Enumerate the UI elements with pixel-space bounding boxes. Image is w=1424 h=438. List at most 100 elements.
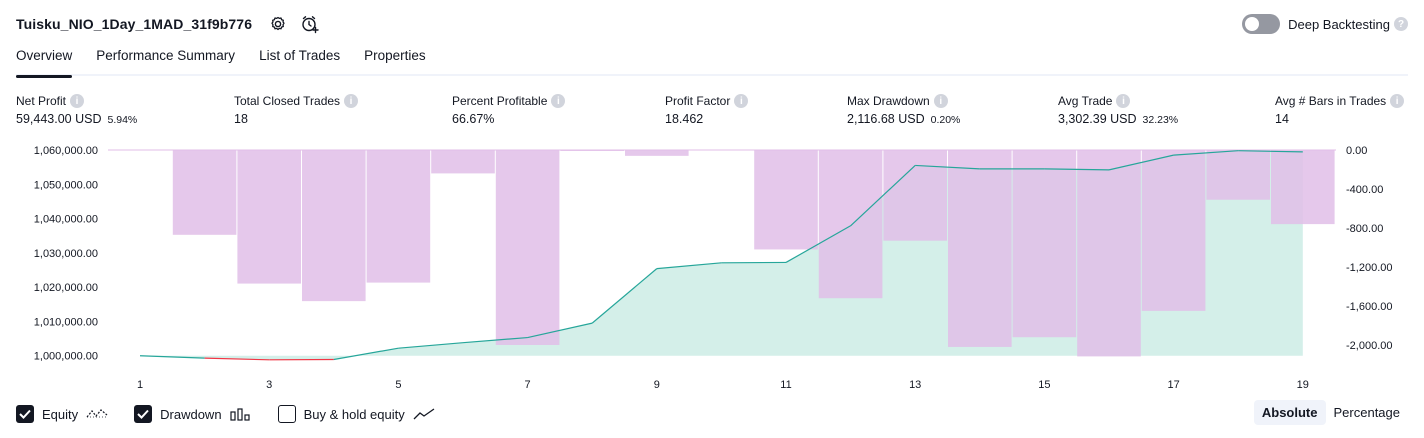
equity-drawdown-chart[interactable]: 1,060,000.00 1,050,000.00 1,040,000.00 1,03… [0,138,1424,394]
stat-value: 18 [234,112,248,126]
x-axis-tick-label: 11 [780,379,791,391]
x-axis-tick-label: 19 [1297,379,1309,391]
left-axis-tick-label: 1,030,000.00 [34,248,98,260]
gear-icon[interactable] [268,14,288,34]
buy-hold-line-icon [413,407,435,421]
tab-bar: Overview Performance Summary List of Tra… [16,44,1408,78]
checkbox-unchecked-icon[interactable] [277,405,296,423]
equity-line-icon [86,407,108,421]
stat-label: Avg Trade [1058,94,1113,108]
x-axis-tick-label: 15 [1038,379,1050,391]
x-axis-tick-label: 13 [909,379,921,391]
right-axis-tick-label: 0.00 [1346,145,1367,157]
equity-line-segment [1238,150,1303,153]
drawdown-bar [883,150,947,241]
drawdown-bar [754,150,818,250]
left-axis-tick-label: 1,050,000.00 [34,179,98,191]
stat-label: Total Closed Trades [234,94,341,108]
info-icon[interactable]: i [344,94,359,108]
drawdown-bar [172,150,237,235]
absolute-button[interactable]: Absolute [1253,400,1326,425]
legend-item-drawdown[interactable]: Drawdown [134,405,251,423]
equity-line-segment [398,342,464,349]
drawdown-bar [948,150,1012,347]
stat-value: 14 [1275,112,1289,126]
info-icon[interactable]: i [1116,94,1131,108]
equity-line-segment [1108,154,1174,171]
left-axis-tick-label: 1,010,000.00 [34,316,98,328]
stat-value: 3,302.39 USD [1058,112,1137,126]
drawdown-bar [237,150,301,284]
stats-row: Net Profit i 59,443.00 USD 5.94% Total Clo… [0,92,1424,132]
info-icon[interactable]: i [734,94,749,108]
tab-performance-summary[interactable]: Performance Summary [96,48,236,63]
drawdown-bar [366,150,431,283]
right-axis-tick-label: -1,200.00 [1346,262,1392,274]
drawdown-bar [1141,150,1206,311]
drawdown-bar [1206,150,1270,200]
stat-net-profit: Net Profit i 59,443.00 USD 5.94% [16,92,137,126]
drawdown-bar [1012,150,1077,338]
equity-line-segment [591,268,658,324]
info-icon[interactable]: i [551,94,566,108]
toggle-knob [1245,17,1260,31]
stat-profit-factor: Profit Factor i 18.462 [665,92,749,126]
alarm-clock-plus-icon[interactable] [300,14,320,34]
legend-item-equity[interactable]: Equity [16,405,108,423]
stat-label: Net Profit [16,94,67,108]
drawdown-bar [302,150,366,302]
equity-line-segment [850,164,916,227]
stat-label: Profit Factor [665,94,731,108]
legend-label: Equity [42,406,79,422]
equity-line-segment [1044,168,1110,171]
checkbox-checked-icon[interactable] [134,405,153,423]
info-icon[interactable]: i [1390,94,1405,108]
help-icon[interactable]: ? [1394,17,1408,31]
stat-value: 59,443.00 USD [16,112,102,126]
tab-overview[interactable]: Overview [16,44,73,78]
stat-percent: 0.20% [930,114,961,126]
x-axis-tick-label: 7 [525,379,531,391]
drawdown-bar [818,150,883,299]
drawdown-bars-icon [229,407,252,421]
stat-percent: 5.94% [107,114,138,126]
legend-item-buy-hold-equity[interactable]: Buy & hold equity [277,405,435,423]
drawdown-bar [560,150,624,151]
drawdown-bar [1271,150,1335,225]
equity-line-segment [915,164,980,170]
drawdown-bar [495,150,560,345]
percentage-button[interactable]: Percentage [1333,405,1401,420]
right-axis-tick-label: -400.00 [1346,184,1383,196]
equity-line-segment [785,225,851,263]
equity-line-segment [204,357,270,361]
right-axis-tick-label: -1,600.00 [1346,301,1392,313]
left-axis-tick-label: 1,000,000.00 [34,351,98,363]
x-axis-tick-label: 5 [395,379,401,391]
x-axis-tick-label: 3 [266,379,272,391]
strategy-header: Tuisku_NIO_1Day_1MAD_31f9b776 [16,12,320,36]
equity-area-fill [140,150,1303,360]
stat-label: Avg # Bars in Trades [1275,94,1387,108]
tab-list-of-trades[interactable]: List of Trades [259,48,341,63]
deep-backtesting-label: Deep Backtesting [1288,16,1390,32]
stat-avg-bars-in-trades: Avg # Bars in Trades i 14 [1275,92,1405,126]
info-icon[interactable]: i [933,94,948,108]
checkbox-checked-icon[interactable] [16,405,34,423]
tab-properties[interactable]: Properties [364,48,426,63]
stat-total-closed-trades: Total Closed Trades i 18 [234,92,359,126]
deep-backtesting-toggle[interactable] [1242,14,1281,34]
drawdown-bar [1077,150,1141,357]
stat-label: Max Drawdown [847,94,930,108]
legend-label: Buy & hold equity [303,406,405,422]
stat-percent-profitable: Percent Profitable i 66.67% [452,92,566,126]
strategy-title: Tuisku_NIO_1Day_1MAD_31f9b776 [16,16,253,32]
x-axis-tick-label: 9 [654,379,660,391]
deep-backtesting-control: Deep Backtesting ? [1242,12,1408,36]
info-icon[interactable]: i [70,94,85,108]
stat-percent: 32.23% [1142,114,1179,126]
equity-line-segment [527,322,593,339]
drawdown-bar [431,150,495,174]
display-mode-switch: Absolute Percentage [1253,400,1408,425]
stat-avg-trade: Avg Trade i 3,302.39 USD 32.23% [1058,92,1178,126]
x-axis-tick-label: 1 [137,379,143,391]
